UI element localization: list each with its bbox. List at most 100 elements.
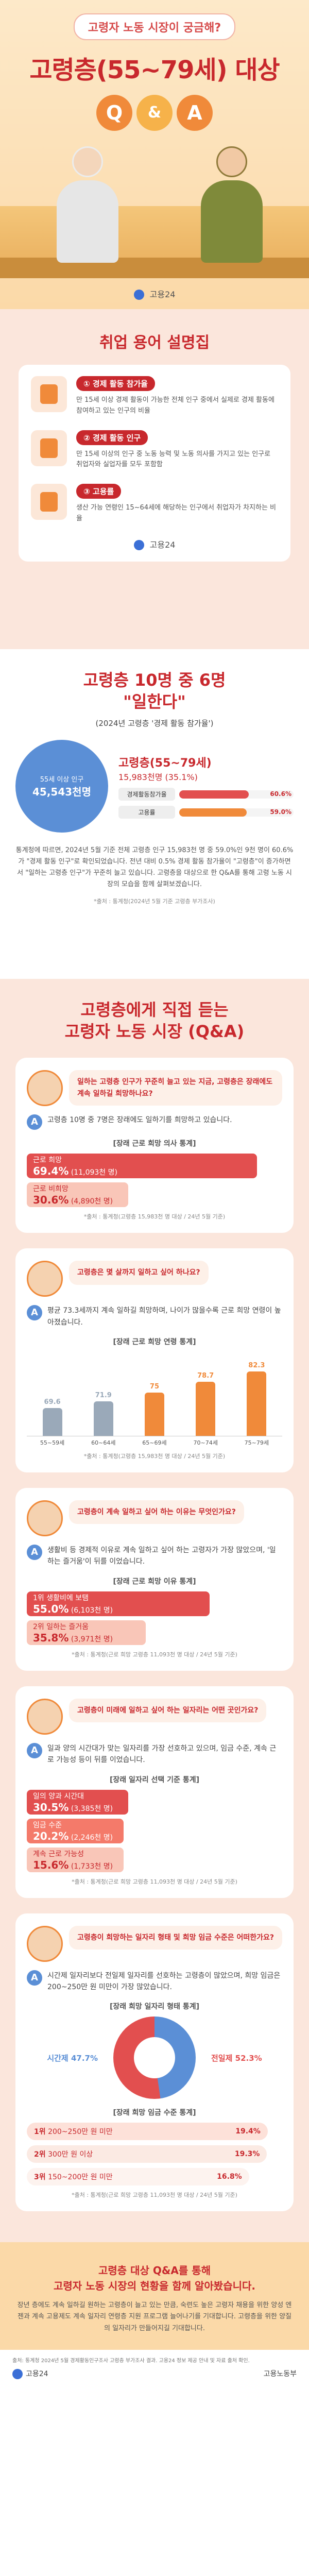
rank-bar: 2위 300만 원 이상 19.3%: [27, 2145, 267, 2163]
emp-bar-fill: [179, 790, 249, 799]
qa-heading-line1: 고령층에게 직접 듣는: [80, 1000, 229, 1020]
elderly-label: 고령층(55~79세): [118, 757, 212, 770]
answer-text: 생활비 등 경제적 이유로 계속 일하고 싶어 하는 고령자가 가장 많았으며,…: [47, 1546, 276, 1566]
rank-value: 16.8%: [217, 2173, 242, 2181]
hero-subtitle: 고령자 노동 시장이 궁금해?: [73, 13, 236, 40]
rank-label: 1위 200~250만 원 미만: [34, 2126, 113, 2137]
elderly-woman-illustration: [57, 146, 118, 263]
hbar-value-pct: 30.6%: [33, 1194, 69, 1207]
term-tag: ② 경제 활동 인구: [76, 430, 148, 445]
employment-title-line1: 고령층 10명 중 6명: [83, 670, 226, 690]
answer-badge: A: [27, 1544, 42, 1560]
answer-text: 시간제 일자리보다 전일제 일자리를 선호하는 고령층이 많았으며, 희망 임금…: [47, 1971, 281, 1991]
hbar-fill: 근로 비희망 30.6% (4,890천 명): [27, 1182, 129, 1208]
question-row: 고령층이 미래에 일하고 싶어 하는 일자리는 어떤 곳인가요?: [27, 1698, 282, 1735]
hbar-label: 계속 근로 가능성: [33, 1850, 84, 1858]
answer-text: 고령층 10명 중 7명은 장래에도 일하기를 희망하고 있습니다.: [47, 1116, 232, 1125]
age-bar-value: 75: [149, 1382, 160, 1391]
donut-hole: [134, 2037, 175, 2079]
donut-label-text: 전일제: [211, 2053, 233, 2063]
hbar-row: 계속 근로 가능성 15.6% (1,733천 명): [27, 1847, 282, 1872]
chart-title: [장래 희망 일자리 형태 통계]: [110, 2003, 199, 2011]
hbar-label: 근로 희망: [33, 1156, 62, 1165]
qa-card-4: 고령층이 미래에 일하고 싶어 하는 일자리는 어떤 곳인가요? A 일과 양의…: [15, 1686, 294, 1898]
age-bar-column: 69.6: [35, 1354, 71, 1436]
chart-title: [장래 근로 희망 이유 통계]: [113, 1577, 196, 1586]
age-bar-value: 78.7: [197, 1372, 214, 1380]
emp-bar-label: 경제활동참가율: [118, 788, 175, 801]
elderly-man-illustration: [201, 146, 263, 263]
question-bubble: 고령층은 몇 살까지 일하고 싶어 하나요?: [69, 1261, 209, 1285]
footer-logo: 고용24: [12, 2368, 48, 2380]
hbar-value-sub: (1,733천 명): [71, 1862, 113, 1871]
hbar-value-pct: 20.2%: [33, 1829, 69, 1842]
footer-bottom: 출처: 통계청 2024년 5월 경제활동인구조사 고령층 부가조사 결과. 고…: [0, 2349, 309, 2387]
qa-source: *출처 : 통계청(근로 희망 고령층 11,093천 명 대상 / 24년 5…: [72, 1878, 237, 1885]
qa-source: *출처 : 통계청(근로 희망 고령층 11,093천 명 대상 / 24년 5…: [72, 1651, 237, 1658]
hbar-value-pct: 30.5%: [33, 1801, 69, 1814]
employment-title: 고령층 10명 중 6명 "일한다": [15, 670, 294, 713]
answer-row: A 평균 73.3세까지 계속 일하길 희망하며, 나이가 많을수록 근로 희망…: [27, 1305, 282, 1328]
qa-heading-line2: 고령자 노동 시장 (Q&A): [64, 1021, 245, 1041]
rank-value: 19.3%: [234, 2150, 260, 2159]
age-bar: [93, 1401, 113, 1436]
question-bubble: 일하는 고령층 인구가 꾸준히 늘고 있는 지금, 고령층은 장래에도 계속 일…: [69, 1070, 282, 1106]
qa-card-2: 고령층은 몇 살까지 일하고 싶어 하나요? A 평균 73.3세까지 계속 일…: [15, 1248, 294, 1472]
rank-label: 3위 150~200만 원 미만: [34, 2172, 113, 2182]
hbar-value-sub: (2,246천 명): [71, 1833, 113, 1842]
employment-right: 고령층(55~79세) 15,983천명 (35.1%) 경제활동참가율 60.…: [118, 754, 294, 819]
footer-text: 장년 층에도 계속 일하길 원하는 고령층이 늘고 있는 만큼, 숙련도 높은 …: [17, 2301, 292, 2332]
hbar-value: 35.8% (3,971천 명): [33, 1632, 146, 1644]
answer-row: A 고령층 10명 중 7명은 장래에도 일하기를 희망하고 있습니다.: [27, 1114, 282, 1130]
hbar-fill: 임금 수준 20.2% (2,246천 명): [27, 1818, 124, 1843]
age-bar: [144, 1392, 164, 1436]
elderly-value: 15,983천명 (35.1%): [118, 772, 198, 783]
hbar-fill: 1위 생활비에 보탬 55.0% (6,103천 명): [27, 1591, 210, 1616]
answer-text: 일과 양의 시간대가 맞는 일자리를 가장 선호하고 있으며, 임금 수준, 계…: [47, 1744, 277, 1765]
rank-row: 1위 200~250만 원 미만 19.4%: [27, 2123, 282, 2141]
question-row: 고령층이 계속 일하고 싶어 하는 이유는 무엇인가요?: [27, 1500, 282, 1536]
footer-logos: 고용24 고용노동부: [12, 2368, 297, 2380]
population-value: 45,543천명: [32, 786, 91, 799]
chart-title: [장래 근로 희망 연령 통계]: [113, 1337, 196, 1346]
hbar-value: 30.6% (4,890천 명): [33, 1194, 128, 1206]
term-item: ① 경제 활동 참가율 만 15세 이상 경제 활동이 가능한 전체 인구 중에…: [31, 376, 278, 417]
chart-title: [장래 일자리 선택 기준 통계]: [110, 1775, 199, 1784]
answer-badge: A: [27, 1114, 42, 1130]
emp-bar-track: 59.0%: [179, 808, 294, 817]
amp-badge: &: [136, 95, 173, 131]
answer-row: A 시간제 일자리보다 전일제 일자리를 선호하는 고령층이 많았으며, 희망 …: [27, 1970, 282, 1993]
qa-badges: Q & A: [0, 95, 309, 131]
answer-badge: A: [27, 1742, 42, 1758]
age-bar-category: 55~59세: [40, 1439, 65, 1446]
chart-title-2: [장래 희망 임금 수준 통계]: [113, 2109, 196, 2117]
term-desc: 만 15세 이상 경제 활동이 가능한 전체 인구 중에서 실제로 경제 활동에…: [76, 396, 274, 415]
avatar: [27, 1500, 63, 1536]
age-bar-value: 69.6: [44, 1398, 61, 1406]
qa-source: *출처 : 통계청(고령층 15,983천 명 대상 / 24년 5월 기준): [83, 1213, 226, 1221]
rank-number: 2위: [34, 2150, 46, 2159]
rank-bar: 1위 200~250만 원 미만 19.4%: [27, 2123, 268, 2141]
age-bar-column: 75: [136, 1354, 173, 1436]
avatar: [27, 1698, 63, 1735]
age-bar-axis: 55~59세 60~64세 65~69세 70~74세 75~79세: [27, 1436, 282, 1447]
hbar-label: 일의 양과 시간대: [33, 1792, 84, 1801]
hbar-label: 1위 생활비에 보탬: [33, 1592, 210, 1603]
employment-title-line2: "일한다": [123, 691, 186, 711]
answer-text: 평균 73.3세까지 계속 일하길 희망하며, 나이가 많을수록 근로 희망 연…: [47, 1307, 281, 1327]
avatar: [27, 1925, 63, 1962]
chart-title: [장래 근로 희망 의사 통계]: [113, 1140, 196, 1148]
rank-number: 1위: [34, 2128, 46, 2137]
terms-card: ① 경제 활동 참가율 만 15세 이상 경제 활동이 가능한 전체 인구 중에…: [19, 365, 290, 562]
footer-title: 고령층 대상 Q&A를 통해 고령자 노동 시장의 현황을 함께 알아봤습니다.: [15, 2263, 294, 2294]
qa-card-5: 고령층이 희망하는 일자리 형태 및 희망 임금 수준은 어떠한가요? A 시간…: [15, 1913, 294, 2212]
emp-bar-fill: [179, 808, 247, 817]
chart-icon: [31, 376, 67, 412]
hbar-row: 근로 희망 69.4% (11,093천 명): [27, 1154, 282, 1179]
donut-label-fulltime: 전일제 52.3%: [211, 2053, 262, 2063]
population-circle: 55세 이상 인구 45,543천명: [15, 740, 108, 833]
emp-bar-row: 경제활동참가율 60.6%: [118, 788, 294, 801]
footer-logo-text: 고용24: [26, 2369, 48, 2378]
hbar-value: 20.2% (2,246천 명): [33, 1830, 124, 1842]
term-tag: ① 경제 활동 참가율: [76, 376, 155, 391]
